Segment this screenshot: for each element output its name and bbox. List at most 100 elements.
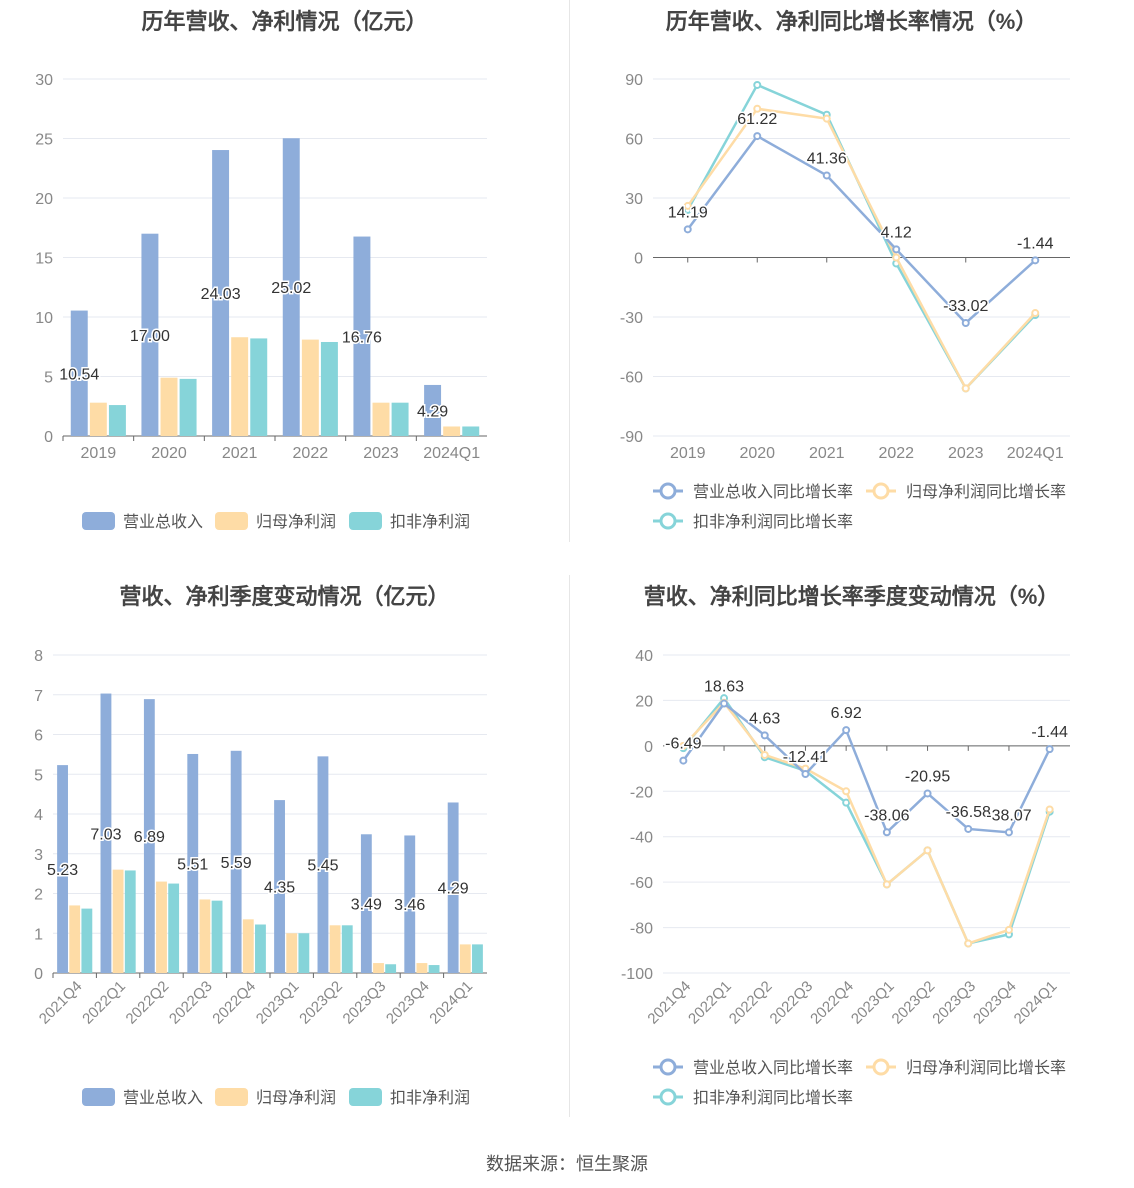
y-tick-label: 7: [34, 688, 43, 705]
bar: [472, 944, 483, 973]
y-tick-label: 0: [634, 251, 643, 268]
data-point: [753, 80, 762, 89]
chart-panel-quarterly-revenue: 营收、净利季度变动情况（亿元） 0 1 2 3 4 5 6 7 8 2021Q4 2022Q1 202…: [0, 575, 569, 1120]
y-tick-label: -30: [620, 310, 643, 327]
data-source-note: 数据来源：恒生聚源: [486, 1154, 648, 1174]
data-label: 4.63: [749, 710, 780, 727]
x-tick-label: 2021: [809, 445, 845, 462]
series-line: [682, 701, 1051, 835]
data-point: [923, 846, 932, 855]
data-point: [1045, 805, 1054, 814]
x-tick-label: 2024Q1: [1011, 978, 1061, 1028]
bar: [428, 965, 440, 973]
series-line: [686, 134, 1037, 325]
x-tick-label: 2022Q4: [209, 978, 259, 1028]
bar: [360, 834, 372, 973]
bar: [286, 933, 298, 973]
bar: [57, 765, 68, 973]
series-line: [682, 700, 1051, 946]
bar: [274, 800, 285, 973]
annual-growth-line-chart: -90 -60 -30 0 30 60 90 2019 2020 2021 2022 2023 2024…: [620, 72, 1070, 531]
x-tick-label: 2023Q2: [296, 978, 346, 1028]
data-label: 5.59: [221, 855, 252, 872]
y-tick-label: -40: [630, 830, 653, 847]
y-tick-label: -80: [630, 921, 653, 938]
chart-title: 营收、净利同比增长率季度变动情况（%）: [643, 584, 1060, 609]
y-tick-label: 0: [644, 739, 653, 756]
x-tick-label: 2022Q4: [807, 978, 857, 1028]
bar: [298, 933, 310, 973]
legend-marker: [872, 1058, 890, 1076]
bar: [447, 802, 459, 973]
y-tick-label: 20: [35, 191, 53, 208]
bar: [100, 693, 112, 973]
x-tick-label: 2020: [739, 445, 775, 462]
data-label: 4.29: [417, 403, 448, 420]
legend-marker: [659, 1058, 677, 1076]
chart-panel-annual-revenue: 历年营收、净利情况（亿元） 0 5 10 15 20 25 30 2019 2020 2021 20…: [0, 0, 569, 545]
chart-title: 历年营收、净利情况（亿元）: [141, 9, 428, 34]
data-label: -36.58: [946, 804, 991, 821]
data-point: [720, 699, 729, 708]
data-label: 6.92: [831, 705, 862, 722]
bar: [156, 881, 167, 973]
legend-label: 扣非净利润: [390, 513, 470, 531]
x-tick-label: 2023: [363, 445, 399, 462]
y-tick-label: 0: [44, 429, 53, 446]
data-label: 3.49: [351, 897, 382, 914]
data-point: [882, 880, 891, 889]
data-point: [1004, 925, 1013, 934]
x-tick-label: 2021Q4: [644, 978, 694, 1028]
legend-label: 营业总收入: [123, 1089, 203, 1107]
bar: [385, 964, 397, 973]
data-label: 10.54: [59, 366, 99, 383]
data-label: 5.45: [307, 858, 338, 875]
bar: [459, 944, 471, 973]
y-tick-label: -90: [620, 429, 643, 446]
x-tick-label: 2019: [81, 445, 117, 462]
data-label: 24.03: [201, 286, 241, 303]
data-label: -33.02: [943, 298, 988, 315]
bar: [70, 310, 88, 436]
bar: [250, 338, 268, 436]
data-point: [964, 824, 973, 833]
bar: [187, 753, 199, 973]
legend-swatch: [82, 1088, 115, 1106]
legend-swatch: [215, 1088, 248, 1106]
x-tick-label: 2022: [293, 445, 329, 462]
bar: [282, 138, 300, 436]
series-line: [686, 107, 1037, 391]
chart-title: 营收、净利季度变动情况（亿元）: [119, 584, 450, 609]
bar: [81, 908, 93, 973]
data-label: -1.44: [1031, 724, 1068, 741]
data-label: -20.95: [905, 768, 950, 785]
data-point: [842, 787, 851, 796]
x-tick-label: 2022Q1: [685, 978, 735, 1028]
y-tick-label: 40: [635, 648, 653, 665]
bar: [212, 150, 230, 436]
data-point: [683, 201, 692, 210]
x-tick-label: 2023Q4: [970, 978, 1020, 1028]
bar: [230, 750, 242, 973]
bar: [124, 870, 136, 973]
x-tick-label: 2020: [151, 445, 187, 462]
bar: [320, 341, 338, 436]
data-label: -6.49: [665, 736, 702, 753]
data-point: [964, 939, 973, 948]
x-tick-label: 2022Q3: [166, 978, 216, 1028]
bar: [89, 402, 107, 436]
data-label: 25.02: [271, 280, 311, 297]
data-label: 6.89: [134, 829, 165, 846]
data-point: [882, 828, 891, 837]
y-tick-label: 6: [34, 728, 43, 745]
data-label: 17.00: [130, 328, 170, 345]
legend-label: 营业总收入: [123, 513, 203, 531]
data-label: -1.44: [1017, 235, 1054, 252]
bar: [199, 899, 211, 973]
legend-label: 营业总收入同比增长率: [693, 1059, 853, 1077]
y-tick-label: -60: [620, 370, 643, 387]
data-point: [822, 114, 831, 123]
y-tick-label: 25: [35, 132, 53, 149]
y-tick-label: 15: [35, 251, 53, 268]
x-tick-label: 2023Q3: [340, 978, 390, 1028]
